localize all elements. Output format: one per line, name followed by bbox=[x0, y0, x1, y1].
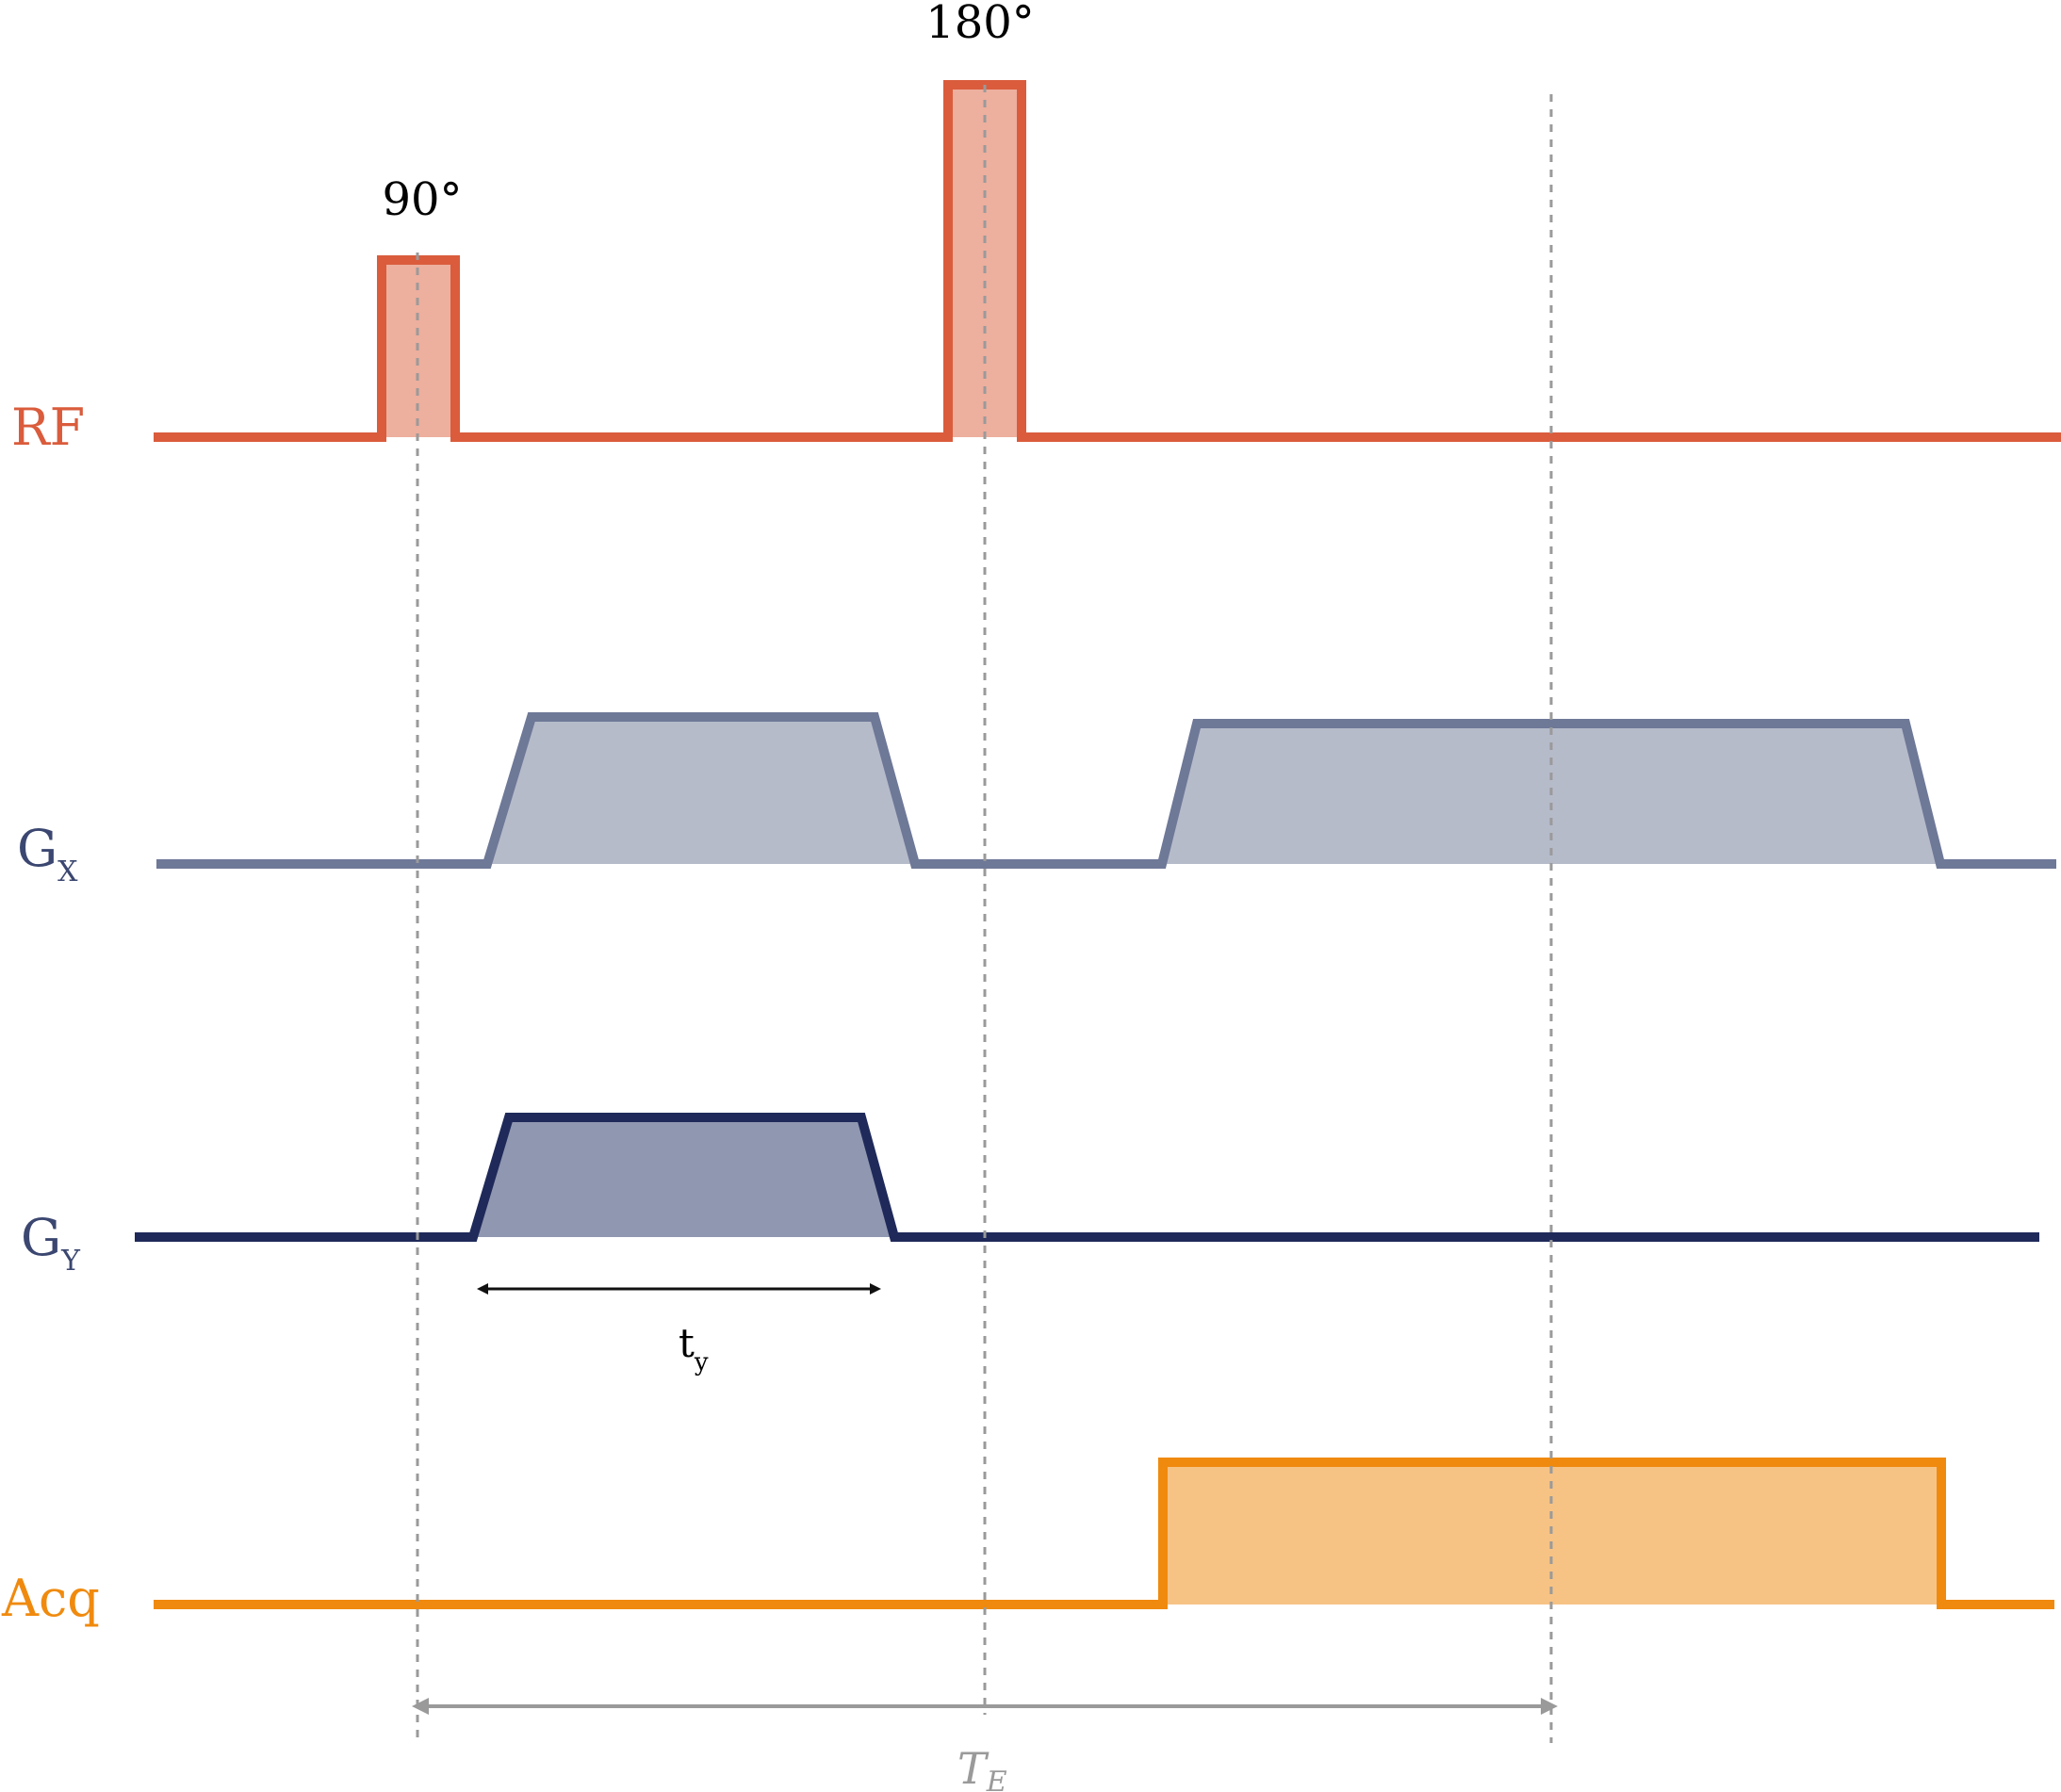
rf-waveform bbox=[154, 80, 2061, 442]
gy-label-main: G bbox=[21, 1208, 61, 1267]
ty-label-main: t bbox=[679, 1320, 695, 1366]
gy-label-sub: Y bbox=[60, 1245, 81, 1278]
gy-row bbox=[135, 1113, 2039, 1242]
rf-row-label: RF bbox=[11, 398, 85, 457]
acq-waveform bbox=[154, 1458, 2054, 1609]
te-label: TE bbox=[957, 1743, 1007, 1792]
gx-lobe-1-fill bbox=[487, 717, 915, 864]
gx-row bbox=[156, 712, 2056, 869]
te-label-main: T bbox=[957, 1743, 990, 1792]
rf-180-pulse-fill bbox=[948, 85, 1022, 437]
gy-lobe-fill bbox=[473, 1117, 894, 1237]
gx-row-label: GX bbox=[17, 819, 78, 888]
te-label-sub: E bbox=[986, 1766, 1007, 1792]
rf-90-label: 90° bbox=[382, 173, 462, 226]
rf-180-label: 180° bbox=[925, 0, 1035, 49]
guide-lines bbox=[416, 85, 1553, 1743]
ty-label-sub: y bbox=[694, 1348, 709, 1377]
gy-waveform bbox=[135, 1113, 2039, 1242]
gx-waveform bbox=[156, 712, 2056, 869]
gx-label-sub: X bbox=[57, 855, 78, 888]
gy-row-label: GY bbox=[21, 1208, 81, 1278]
rf-row bbox=[154, 80, 2061, 442]
gx-label-main: G bbox=[17, 819, 57, 878]
acq-row-label: Acq bbox=[1, 1569, 100, 1628]
acq-row bbox=[154, 1458, 2054, 1609]
ty-label: ty bbox=[679, 1320, 709, 1377]
